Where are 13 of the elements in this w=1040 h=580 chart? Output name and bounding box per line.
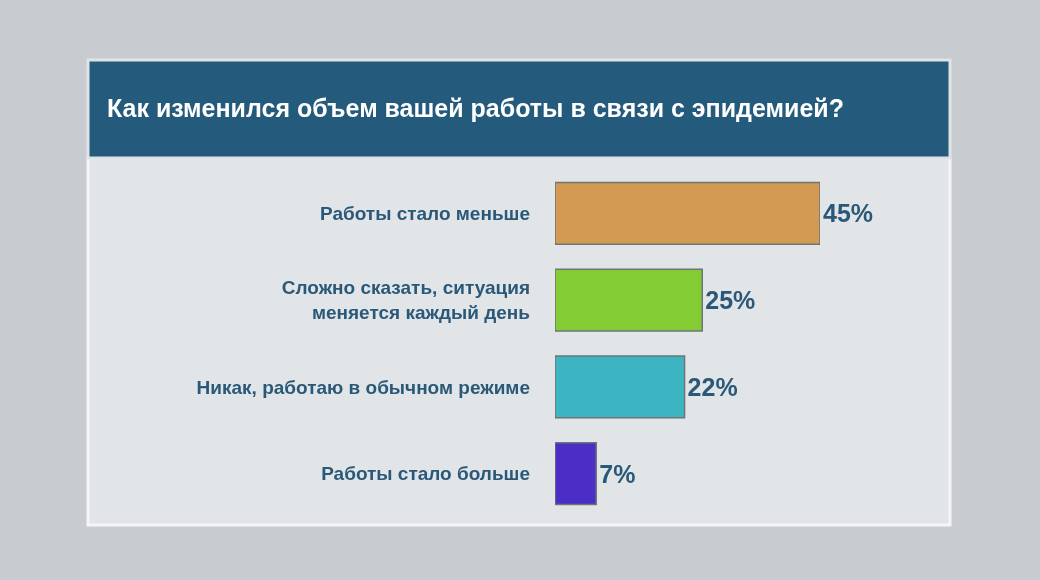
bar	[555, 181, 820, 245]
bar	[555, 442, 597, 506]
data-label: 22%	[687, 372, 738, 401]
y-tick-label: Работы стало больше	[321, 463, 530, 485]
bar	[555, 355, 686, 419]
data-label: 45%	[823, 199, 874, 228]
y-tick-label: Сложно сказать, ситуация меняется каждый день	[281, 277, 530, 324]
y-tick-label: Никак, работаю в обычном режиме	[196, 376, 530, 398]
data-label: 7%	[599, 459, 636, 488]
data-label: 25%	[705, 286, 756, 315]
y-tick-label: Работы стало меньше	[320, 203, 530, 225]
chart-title: Как изменился объем вашей работы в связи с эпидемией?	[107, 93, 844, 122]
bar	[555, 268, 703, 332]
